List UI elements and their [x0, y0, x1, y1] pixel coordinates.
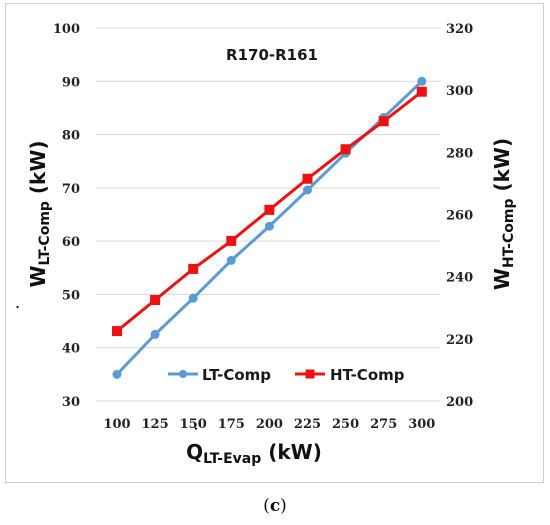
point-ht-comp-5	[302, 173, 313, 184]
point-ht-comp-1	[150, 294, 161, 305]
y-axis-right-label: WHT-Comp (kW)	[490, 138, 517, 290]
figure-caption: (c)	[0, 496, 550, 516]
x-tick-label-1: 125	[142, 417, 169, 432]
y-right-tick-label-1: 220	[446, 333, 473, 348]
point-ht-comp-6	[340, 144, 351, 155]
chart-title: R170-R161	[226, 46, 318, 64]
point-ht-comp-7	[378, 116, 389, 127]
line-chart: 100 125 150 175 200 225 250 275 300 30 40 50 60 70 80…	[14, 22, 517, 467]
point-ht-comp-2	[188, 263, 199, 274]
y-right-label-main: W	[490, 268, 514, 290]
chart-frame	[5, 3, 544, 483]
y-left-tick-label-6: 90	[62, 75, 80, 90]
x-tick-label-7: 275	[370, 417, 397, 432]
point-lt-comp-1	[150, 329, 160, 339]
y-axis-left-label: WLT-Comp (kW)	[26, 140, 53, 287]
x-tick-label-0: 100	[103, 417, 130, 432]
y-left-label-main: W	[26, 265, 50, 287]
point-lt-comp-0	[112, 369, 122, 379]
point-lt-comp-4	[264, 221, 274, 231]
y-left-tick-label-4: 70	[62, 182, 80, 197]
caption-letter: c	[269, 496, 281, 516]
y-right-tick-label-0: 200	[446, 395, 473, 410]
y-left-tick-label-0: 30	[62, 395, 80, 410]
point-lt-comp-8	[417, 76, 427, 86]
y-right-tick-label-2: 240	[446, 271, 473, 286]
y-right-tick-label-6: 320	[446, 22, 473, 37]
point-ht-comp-4	[264, 204, 275, 215]
y-left-tick-label-1: 40	[62, 342, 80, 357]
y-left-tick-label-5: 80	[62, 129, 80, 144]
y-left-tick-label-2: 50	[62, 288, 80, 303]
y-right-tick-label-3: 260	[446, 209, 473, 224]
y-axis-left-label-dot: ˙	[14, 303, 33, 311]
x-tick-label-3: 175	[218, 417, 245, 432]
y-left-label-unit: (kW)	[26, 140, 50, 201]
x-axis-label-sub: LT-Evap	[203, 451, 261, 467]
y-left-label-sub: LT-Comp	[37, 201, 53, 265]
x-tick-label-2: 150	[180, 417, 207, 432]
x-axis-label-main: Q	[186, 440, 203, 464]
point-lt-comp-5	[303, 185, 312, 195]
y-right-label-unit: (kW)	[490, 138, 514, 199]
y-axis-left: 30 40 50 60 70 80 90 100	[53, 22, 80, 410]
x-tick-label-5: 225	[294, 417, 321, 432]
x-axis-label: QLT-Evap (kW)	[186, 440, 322, 467]
y-right-label-sub: HT-Comp	[501, 199, 517, 269]
point-ht-comp-0	[112, 326, 122, 337]
x-tick-label-6: 250	[332, 417, 359, 432]
y-axis-right-label-group: WHT-Comp (kW)	[490, 138, 517, 290]
point-lt-comp-3	[226, 255, 236, 265]
x-axis-label-dot: ˙	[192, 425, 200, 444]
y-left-tick-label-3: 60	[62, 235, 80, 250]
x-axis: 100 125 150 175 200 225 250 275 300	[103, 417, 435, 432]
y-right-tick-label-4: 280	[446, 146, 473, 161]
point-ht-comp-3	[226, 235, 237, 246]
point-lt-comp-2	[188, 293, 198, 303]
y-left-tick-label-7: 100	[53, 22, 80, 37]
point-ht-comp-8	[416, 86, 427, 97]
y-axis-right: 200 220 240 260 280 300 320	[446, 22, 473, 410]
y-right-tick-label-5: 300	[446, 84, 473, 99]
series-layer	[112, 76, 427, 379]
x-axis-label-unit: (kW)	[261, 440, 322, 464]
legend-marker-lt-comp	[179, 370, 187, 378]
legend-marker-ht-comp	[305, 369, 315, 379]
y-axis-left-label-group: WLT-Comp (kW) ˙	[14, 140, 53, 311]
legend: LT-Comp HT-Comp	[168, 366, 405, 384]
legend-label-ht-comp: HT-Comp	[330, 366, 405, 384]
caption-close: )	[280, 496, 287, 516]
x-tick-label-8: 300	[408, 417, 435, 432]
gridlines	[96, 27, 440, 402]
x-tick-label-4: 200	[256, 417, 283, 432]
caption-open: (	[263, 496, 270, 516]
legend-label-lt-comp: LT-Comp	[202, 366, 271, 384]
